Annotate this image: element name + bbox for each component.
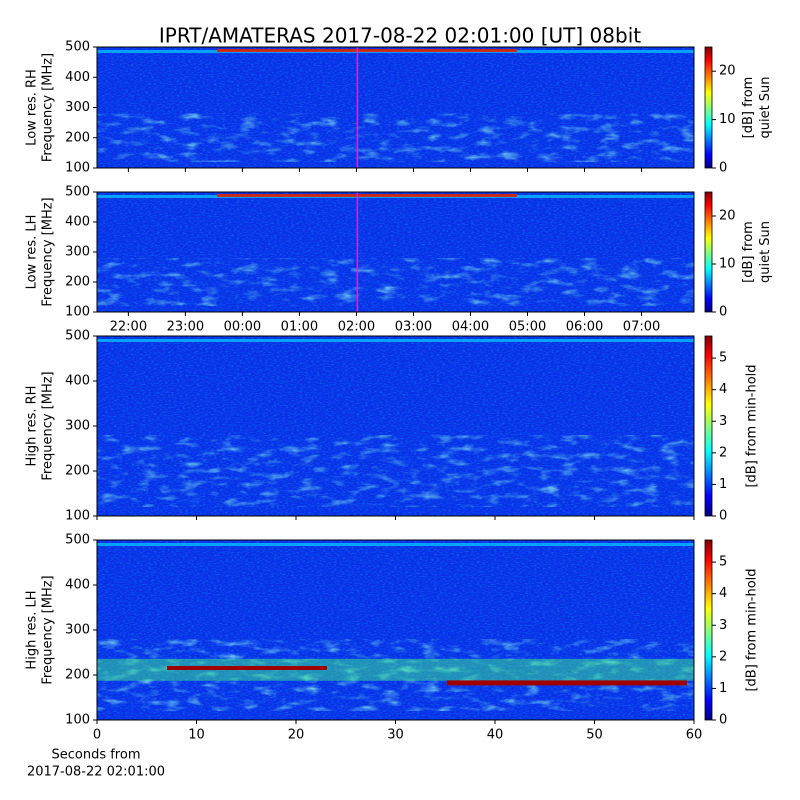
- colorbar: [704, 191, 713, 313]
- colorbar-tick-label: 0: [719, 161, 727, 176]
- colorbar-tick-label: 0: [719, 509, 727, 524]
- x-tick-label: 22:00: [110, 320, 147, 335]
- y-tick-label: 200: [65, 275, 90, 290]
- colorbar-tick-label: 20: [719, 64, 736, 79]
- x-tick-label: 50: [586, 728, 603, 743]
- spectrogram-texture: [97, 435, 694, 507]
- y-tick-label: 400: [65, 70, 90, 85]
- y-axis-label: Frequency [MHz]: [41, 371, 56, 480]
- colorbar-label: quiet Sun: [758, 221, 773, 283]
- y-tick-label: 300: [65, 419, 90, 434]
- spectrogram-texture: [97, 258, 694, 306]
- colorbar-tick-label: 1: [719, 681, 727, 696]
- colorbar-label: [dB] from min-hold: [745, 568, 760, 691]
- x-tick-label: 07:00: [623, 320, 660, 335]
- x-axis-label: Seconds from: [51, 748, 140, 763]
- y-tick-label: 500: [65, 185, 90, 200]
- colorbar-label: quiet Sun: [758, 76, 773, 138]
- y-tick-label: 200: [65, 668, 90, 683]
- colorbar-tick-label: 0: [719, 305, 727, 320]
- y-tick-label: 300: [65, 245, 90, 260]
- x-tick-label: 00:00: [224, 320, 261, 335]
- y-axis-label: Low res. LH: [25, 215, 40, 290]
- y-axis-label: High res. LH: [25, 590, 40, 669]
- y-tick-label: 200: [65, 130, 90, 145]
- spectrogram-texture: [97, 639, 694, 711]
- colorbar-tick-label: 20: [719, 209, 736, 224]
- y-tick-label: 300: [65, 100, 90, 115]
- y-tick-label: 100: [65, 509, 90, 524]
- y-tick-label: 500: [65, 533, 90, 548]
- x-tick-label: 10: [188, 728, 205, 743]
- y-tick-label: 100: [65, 161, 90, 176]
- colorbar-tick-label: 3: [719, 414, 727, 429]
- colorbar-tick-label: 10: [719, 112, 736, 127]
- y-tick-label: 100: [65, 305, 90, 320]
- x-tick-label: 05:00: [509, 320, 546, 335]
- x-axis-label: 2017-08-22 02:01:00: [27, 765, 165, 780]
- colorbar-label: [dB] from: [741, 221, 756, 283]
- y-tick-label: 500: [65, 40, 90, 55]
- x-tick-label: 02:00: [338, 320, 375, 335]
- colorbar-tick-label: 1: [719, 477, 727, 492]
- spectrogram-band: [97, 543, 694, 546]
- y-axis-label: Frequency [MHz]: [41, 53, 56, 162]
- x-tick-label: 03:00: [395, 320, 432, 335]
- colorbar-tick-label: 2: [719, 649, 727, 664]
- colorbar-tick-label: 0: [719, 713, 727, 728]
- colorbar-tick-label: 5: [719, 351, 727, 366]
- spectrogram-texture: [97, 113, 694, 162]
- colorbar: [704, 46, 713, 169]
- y-axis-label: Frequency [MHz]: [41, 197, 56, 306]
- y-tick-label: 400: [65, 215, 90, 230]
- spectrogram-band: [447, 680, 687, 686]
- x-tick-label: 30: [387, 728, 404, 743]
- colorbar-tick-label: 3: [719, 618, 727, 633]
- colorbar-tick-label: 5: [719, 555, 727, 570]
- y-tick-label: 100: [65, 713, 90, 728]
- y-tick-label: 400: [65, 578, 90, 593]
- colorbar-tick-label: 4: [719, 382, 727, 397]
- spectrogram-band: [217, 49, 517, 52]
- y-axis-label: Low res. RH: [25, 69, 40, 146]
- y-tick-label: 500: [65, 329, 90, 344]
- title: IPRT/AMATERAS 2017-08-22 02:01:00 [UT] 0…: [159, 24, 641, 48]
- x-tick-label: 60: [686, 728, 703, 743]
- spectrogram-band: [167, 666, 327, 670]
- spectrogram-band: [97, 658, 694, 681]
- y-axis-label: Frequency [MHz]: [41, 575, 56, 684]
- colorbar-tick-label: 2: [719, 445, 727, 460]
- y-axis-label: High res. RH: [25, 386, 40, 467]
- y-tick-label: 400: [65, 374, 90, 389]
- x-tick-label: 01:00: [281, 320, 318, 335]
- spectrogram-band: [217, 194, 517, 197]
- x-tick-label: 23:00: [167, 320, 204, 335]
- x-tick-label: 06:00: [566, 320, 603, 335]
- y-tick-label: 300: [65, 623, 90, 638]
- y-tick-label: 200: [65, 464, 90, 479]
- x-tick-label: 20: [288, 728, 305, 743]
- colorbar-tick-label: 4: [719, 586, 727, 601]
- colorbar: [704, 335, 713, 517]
- colorbar-label: [dB] from min-hold: [745, 364, 760, 487]
- colorbar-label: [dB] from: [741, 77, 756, 139]
- x-tick-label: 04:00: [452, 320, 489, 335]
- x-tick-label: 40: [487, 728, 504, 743]
- colorbar: [704, 539, 713, 721]
- x-tick-label: 0: [93, 728, 101, 743]
- colorbar-tick-label: 10: [719, 257, 736, 272]
- spectrogram-band: [97, 339, 694, 342]
